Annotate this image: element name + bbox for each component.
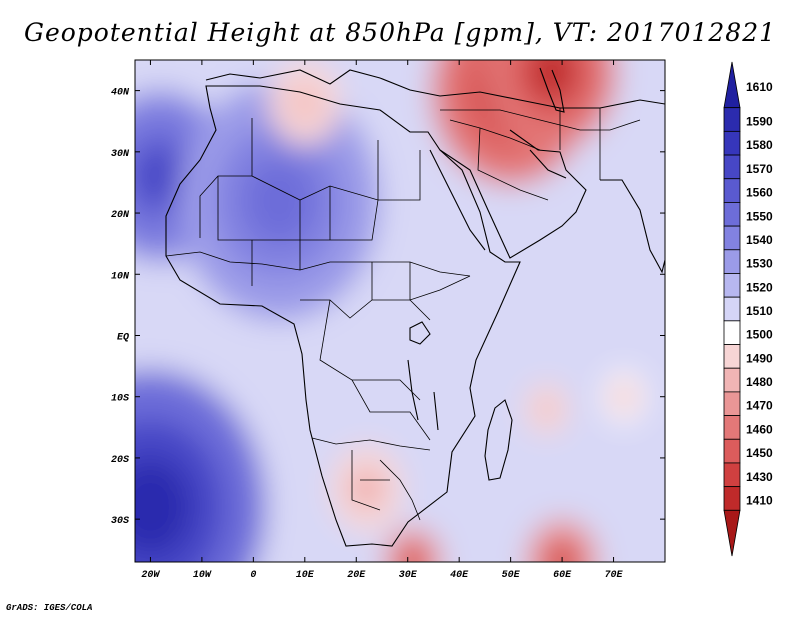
lon-tick-label: 20W [141, 570, 160, 581]
map-title: Geopotential Height at 850hPa [gpm], VT:… [23, 18, 777, 47]
lon-tick-label: 0 [250, 570, 256, 581]
colorbar-swatch [723, 61, 741, 109]
colorbar-label: 1450 [746, 446, 773, 460]
colorbar-label: 1570 [746, 162, 773, 176]
country-borders [165, 108, 641, 521]
red-sea [429, 149, 486, 251]
persian-gulf [529, 149, 567, 179]
colorbar-label: 1490 [746, 351, 773, 365]
colorbar-swatch [723, 130, 741, 156]
arabia-coastline [439, 129, 587, 259]
plot-frame [134, 59, 666, 563]
field-blobs [135, 60, 665, 562]
colorbar-label: 1520 [746, 280, 773, 294]
lat-tick-label: 30S [111, 516, 129, 527]
colorbar-swatch [723, 320, 741, 345]
lake-victoria [409, 321, 431, 345]
colorbar-label: 1560 [746, 186, 773, 200]
colorbar-swatch [723, 509, 741, 557]
colorbar-swatch [723, 415, 741, 440]
sahara-borders [199, 118, 421, 286]
lat-tick-label: 10S [111, 394, 129, 405]
colorbar: 1610 1590 1580 1570 1560 1550 1540 1530 1520 1510… [723, 61, 773, 557]
lon-tick-label: 50E [502, 570, 521, 581]
colorbar-swatch [723, 367, 741, 393]
lon-tick-label: 30E [399, 570, 418, 581]
colorbar-label: 1590 [746, 115, 773, 129]
field-anomaly [135, 369, 266, 562]
lon-tick-label: 10W [193, 570, 212, 581]
madagascar-coastline [484, 399, 513, 481]
colorbar-label: 1470 [746, 399, 773, 413]
lon-tick-label: 60E [553, 570, 572, 581]
lon-tick-label: 10E [296, 570, 315, 581]
colorbar-label: 1610 [746, 80, 773, 94]
height-field [135, 60, 665, 562]
field-anomaly [268, 60, 341, 146]
colorbar-label: 1500 [746, 328, 773, 342]
southern-africa-borders [311, 437, 431, 521]
central-africa-borders [300, 262, 471, 441]
field-anomaly [178, 80, 380, 321]
field-anomaly [525, 383, 569, 435]
colorbar-swatch [723, 273, 741, 298]
colorbar-swatch [723, 486, 741, 511]
colorbar-swatch [723, 438, 741, 464]
colorbar-swatch [723, 202, 741, 227]
field-anomaly [602, 370, 646, 423]
lat-tick-label: 20S [111, 455, 129, 466]
lat-tick-label: EQ [117, 332, 129, 343]
colorbar-label: 1410 [746, 493, 773, 507]
colorbar-swatch [723, 249, 741, 274]
lat-tick-label: 30N [111, 149, 130, 160]
colorbar-swatch [723, 154, 741, 180]
india-coastline [600, 179, 665, 274]
latitude-axis: 40N 30N 20N 10N EQ 10S 20S 30S [111, 88, 665, 527]
colorbar-label: 1460 [746, 422, 773, 436]
colorbar-swatch [723, 178, 741, 203]
colorbar-swatch [723, 344, 741, 369]
field-anomaly [526, 519, 599, 562]
colorbar-swatch [723, 296, 741, 322]
colorbar-label: 1480 [746, 375, 773, 389]
field-anomaly [486, 60, 617, 150]
lon-tick-label: 70E [605, 570, 624, 581]
lat-tick-label: 20N [111, 210, 130, 221]
colorbar-label: 1580 [746, 138, 773, 152]
colorbar-label: 1540 [746, 233, 773, 247]
colorbar-swatch [723, 462, 741, 488]
lon-tick-label: 20E [347, 570, 366, 581]
lat-tick-label: 10N [111, 271, 130, 282]
lon-tick-label: 40E [450, 570, 469, 581]
grads-credit: GrADS: IGES/COLA [6, 603, 93, 613]
lat-tick-label: 40N [111, 88, 130, 99]
africa-coastline [165, 85, 521, 547]
middle-east-borders [440, 108, 641, 201]
colorbar-label: 1530 [746, 257, 773, 271]
sahel-borders [165, 251, 471, 277]
field-anomaly [330, 445, 403, 532]
longitude-axis: 20W 10W 0 10E 20E 30E 40E 50E 60E 70E [141, 60, 624, 581]
coastlines [165, 67, 665, 547]
europe-coastline [205, 69, 665, 109]
colorbar-label: 1550 [746, 209, 773, 223]
colorbar-label: 1430 [746, 470, 773, 484]
colorbar-swatch [723, 391, 741, 416]
colorbar-swatch [723, 225, 741, 251]
colorbar-swatch [723, 107, 741, 132]
colorbar-label: 1510 [746, 304, 773, 318]
